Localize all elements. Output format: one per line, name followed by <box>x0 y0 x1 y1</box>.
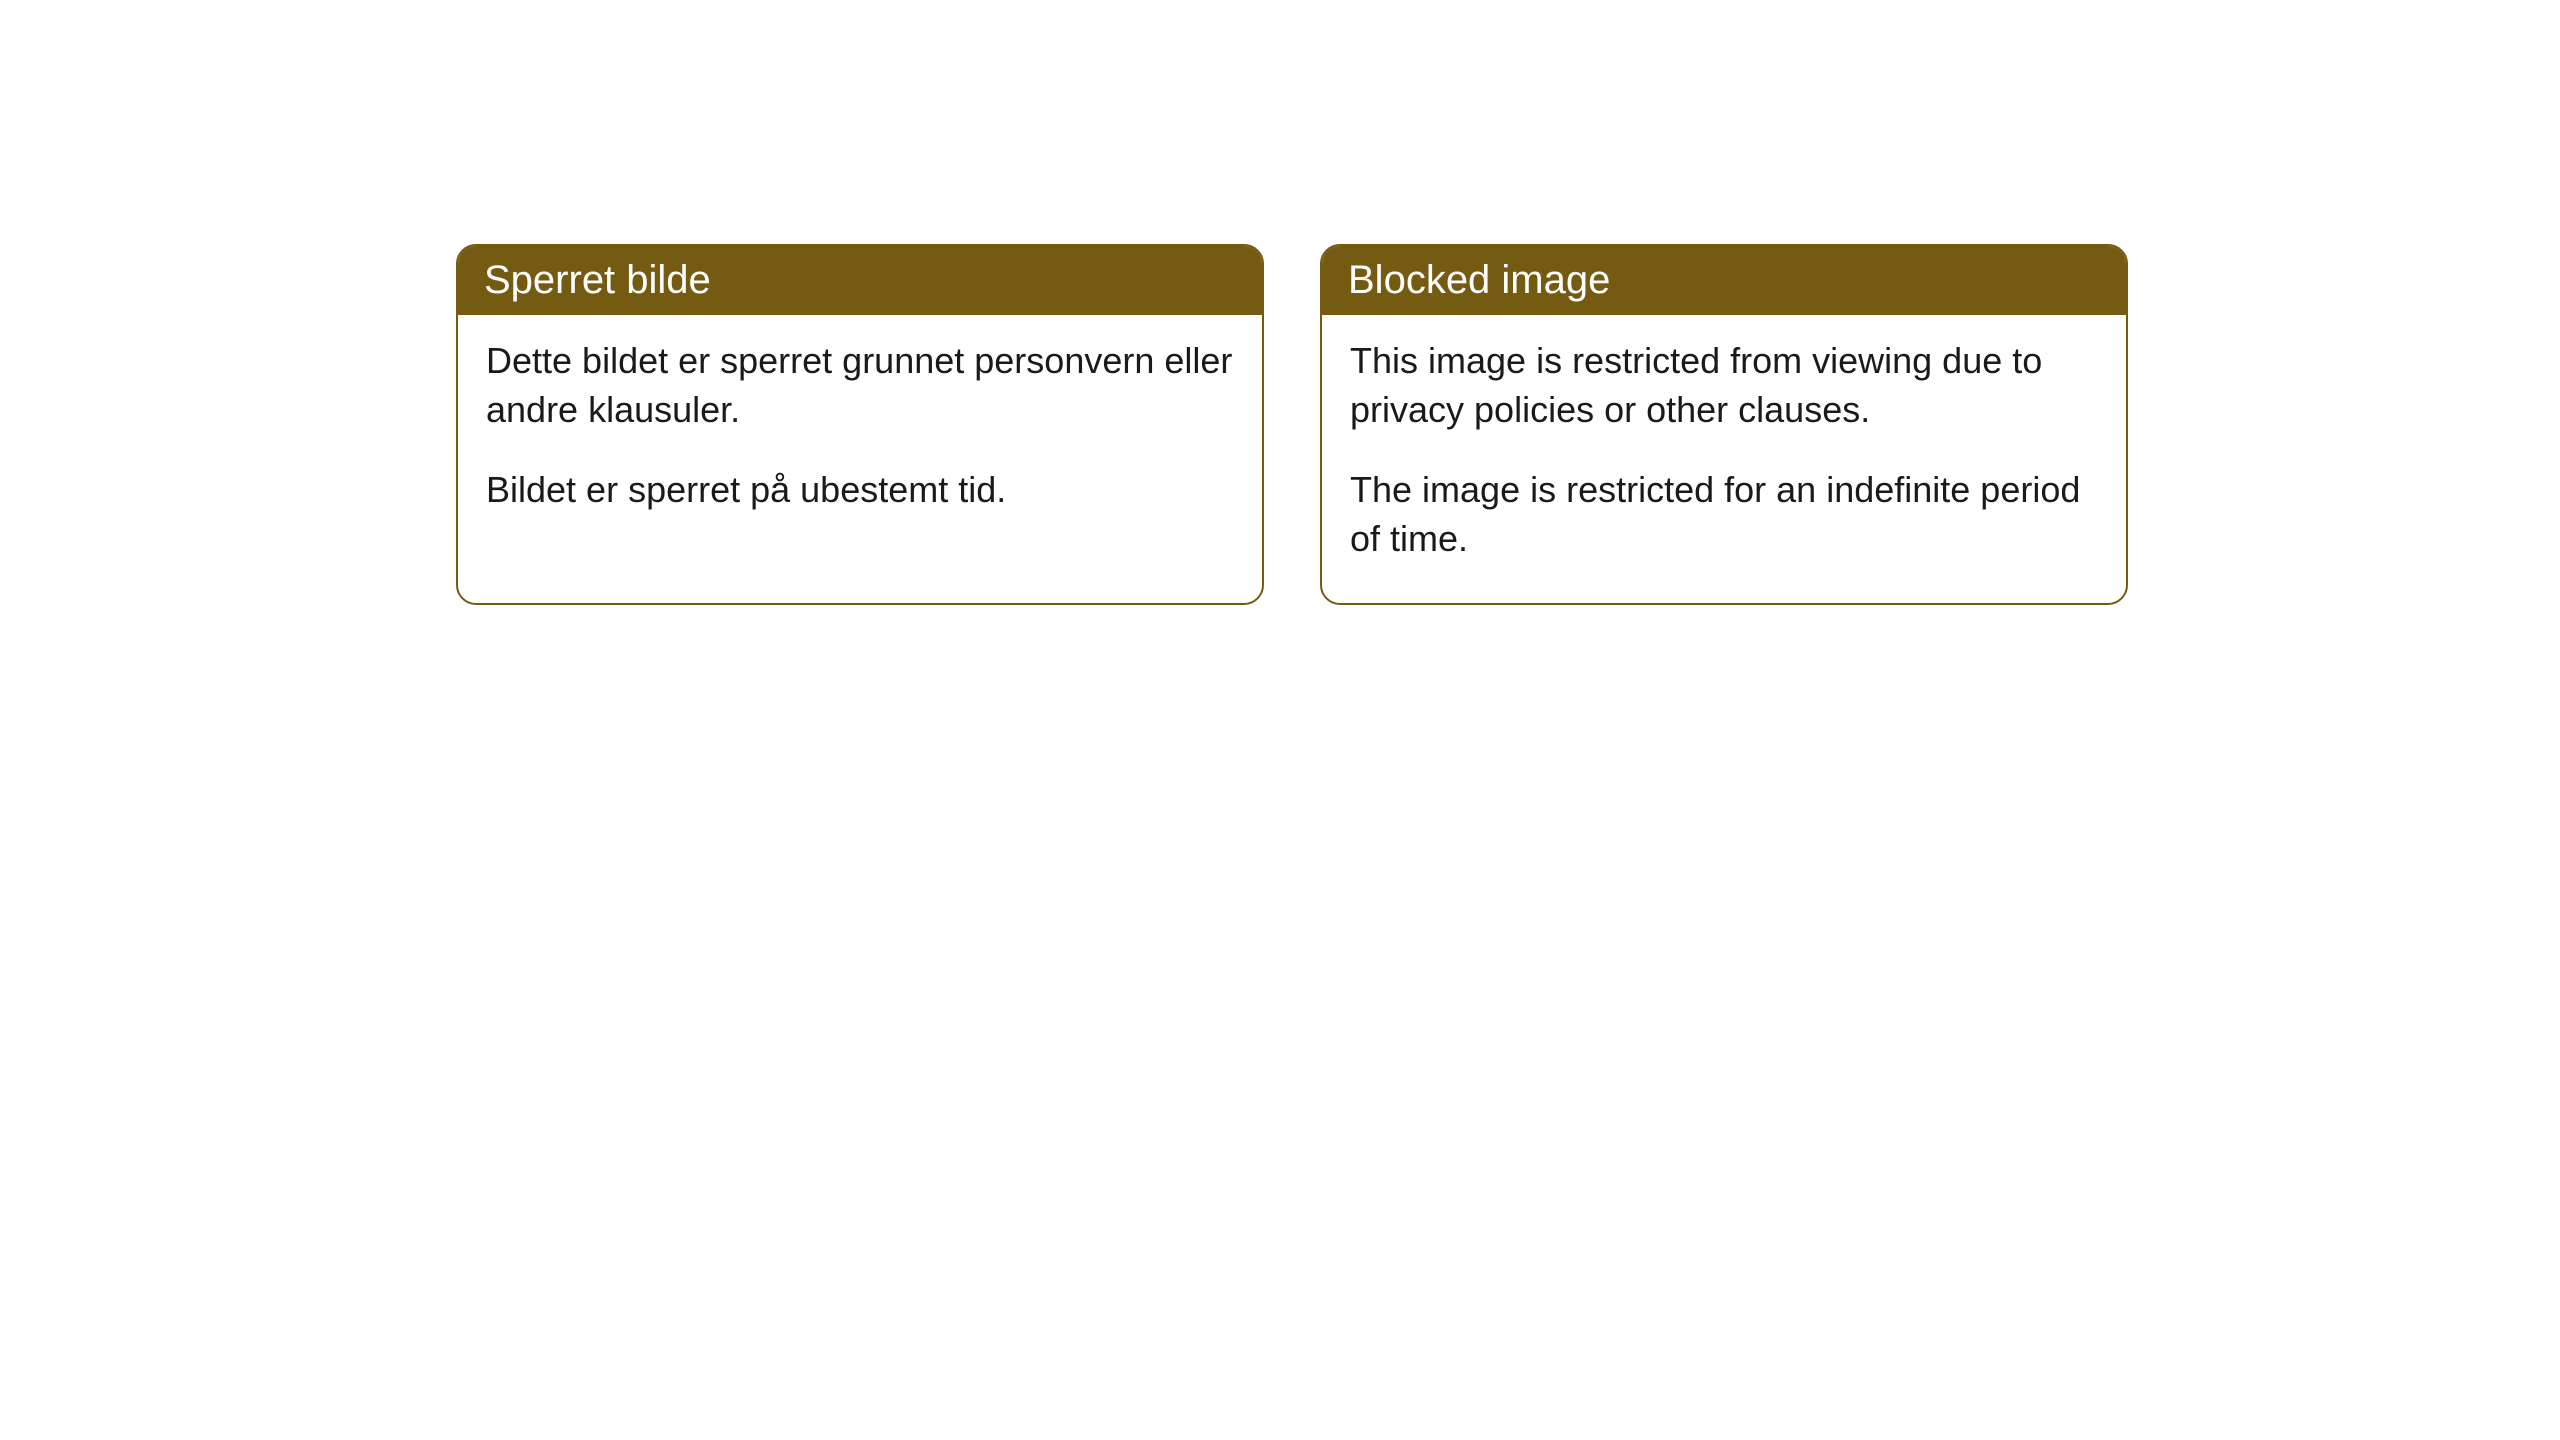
card-body-english: This image is restricted from viewing du… <box>1322 315 2126 603</box>
card-paragraph-2: The image is restricted for an indefinit… <box>1350 466 2098 563</box>
card-header-english: Blocked image <box>1322 246 2126 315</box>
card-title: Blocked image <box>1348 258 1610 302</box>
card-title: Sperret bilde <box>484 258 711 302</box>
card-header-norwegian: Sperret bilde <box>458 246 1262 315</box>
notice-cards-container: Sperret bilde Dette bildet er sperret gr… <box>0 0 2560 605</box>
blocked-image-card-norwegian: Sperret bilde Dette bildet er sperret gr… <box>456 244 1264 605</box>
card-paragraph-1: This image is restricted from viewing du… <box>1350 337 2098 434</box>
card-paragraph-1: Dette bildet er sperret grunnet personve… <box>486 337 1234 434</box>
blocked-image-card-english: Blocked image This image is restricted f… <box>1320 244 2128 605</box>
card-paragraph-2: Bildet er sperret på ubestemt tid. <box>486 466 1234 515</box>
card-body-norwegian: Dette bildet er sperret grunnet personve… <box>458 315 1262 555</box>
